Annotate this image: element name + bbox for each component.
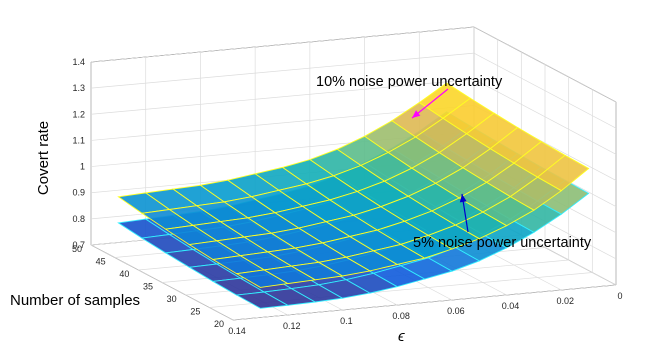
z-axis-label: Covert rate — [35, 121, 52, 195]
y-tick-label: 45 — [96, 257, 106, 267]
z-tick-label: 0.9 — [72, 188, 85, 198]
z-tick-label: 1.2 — [72, 109, 85, 119]
x-axis-label: ϵ — [398, 328, 405, 344]
annotation-5pct: 5% noise power uncertainty — [413, 235, 592, 251]
grid-line — [90, 78, 475, 115]
y-tick-label: 50 — [72, 244, 82, 254]
y-tick-label: 35 — [143, 282, 153, 292]
x-tick-label: 0 — [617, 291, 622, 301]
x-tick-label: 0.08 — [392, 311, 410, 321]
z-tick-label: 1 — [80, 162, 85, 172]
z-tick-label: 1.4 — [72, 57, 85, 67]
y-axis-label: Number of samples — [10, 292, 140, 309]
x-tick-label: 0.02 — [557, 296, 575, 306]
grid-line — [232, 284, 617, 321]
x-tick-label: 0.06 — [447, 306, 465, 316]
y-tick-label: 25 — [190, 307, 200, 317]
x-tick-label: 0.04 — [502, 301, 520, 311]
y-tick-label: 30 — [167, 294, 177, 304]
z-tick-label: 1.1 — [72, 135, 85, 145]
surface-10pct — [117, 82, 590, 288]
z-tick-label: 0.8 — [72, 214, 85, 224]
annotation-10pct: 10% noise power uncertainty — [316, 74, 503, 90]
annotation-arrow-10pct-head — [412, 110, 421, 118]
grid-line — [90, 26, 475, 63]
y-tick-label: 20 — [214, 319, 224, 329]
grid-line — [90, 52, 475, 89]
z-tick-label: 0.7 — [72, 240, 85, 250]
z-tick-label: 1.3 — [72, 83, 85, 93]
annotation-arrow-5pct-head — [459, 194, 467, 203]
x-tick-label: 0.12 — [283, 321, 301, 331]
y-tick-label: 40 — [119, 269, 129, 279]
surface-patch — [235, 291, 290, 309]
x-tick-label: 0.1 — [340, 316, 353, 326]
surface-patch — [235, 269, 290, 288]
annotations: 10% noise power uncertainty 5% noise powe… — [316, 74, 592, 251]
surfaces — [117, 82, 590, 309]
ticks: 0.7 0.8 0.9 1 1.1 1.2 1.3 1.4 20 25 30 35 40 45 50 0 0.0… — [72, 57, 623, 336]
x-tick-label: 0.14 — [228, 326, 246, 336]
